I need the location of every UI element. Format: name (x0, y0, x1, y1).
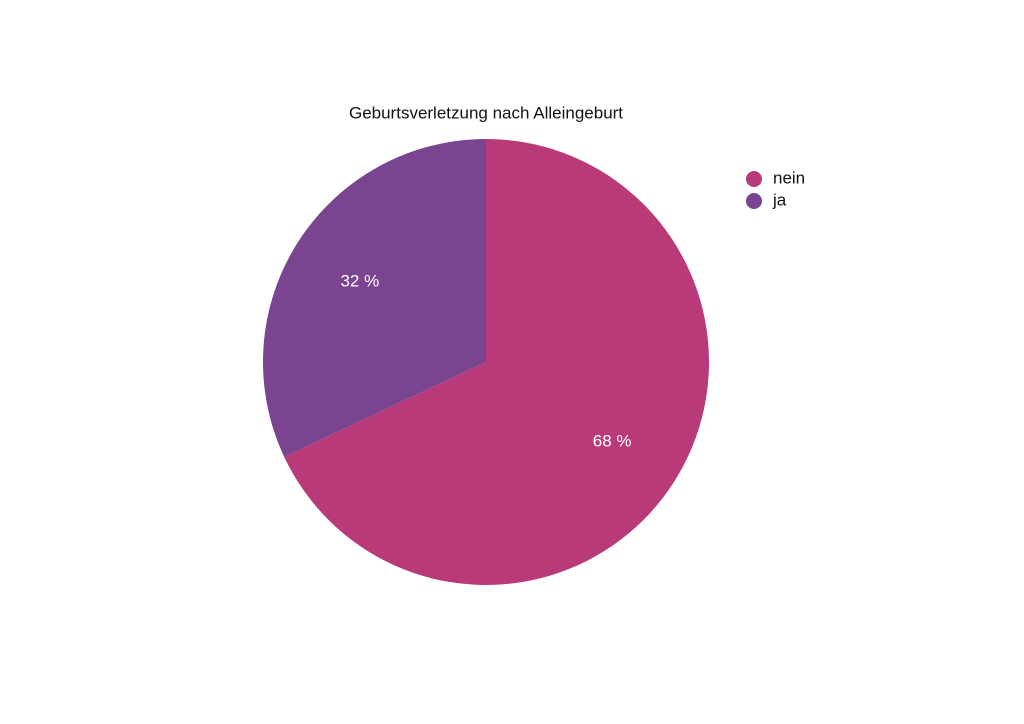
legend-label: nein (773, 168, 805, 187)
data-label: 68 % (593, 432, 632, 451)
pie-slice (284, 139, 710, 585)
chart-title: Geburtsverletzung nach Alleingeburt (349, 103, 623, 122)
pie-slice (263, 139, 486, 457)
legend-label: ja (772, 190, 787, 209)
legend-marker (746, 193, 762, 209)
data-label: 32 % (340, 271, 379, 290)
legend-marker (746, 171, 762, 187)
